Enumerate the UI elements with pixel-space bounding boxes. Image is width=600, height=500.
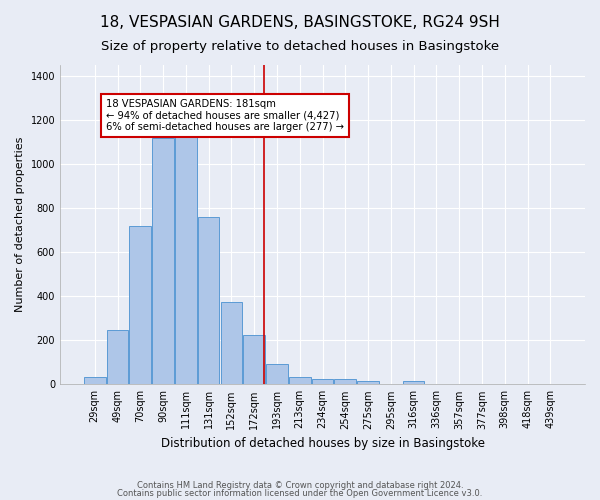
- Text: Size of property relative to detached houses in Basingstoke: Size of property relative to detached ho…: [101, 40, 499, 53]
- Text: 18 VESPASIAN GARDENS: 181sqm
← 94% of detached houses are smaller (4,427)
6% of : 18 VESPASIAN GARDENS: 181sqm ← 94% of de…: [106, 99, 344, 132]
- Bar: [266, 364, 288, 384]
- Bar: [334, 379, 356, 384]
- Text: 18, VESPASIAN GARDENS, BASINGSTOKE, RG24 9SH: 18, VESPASIAN GARDENS, BASINGSTOKE, RG24…: [100, 15, 500, 30]
- Bar: [198, 217, 220, 384]
- Text: Contains HM Land Registry data © Crown copyright and database right 2024.: Contains HM Land Registry data © Crown c…: [137, 480, 463, 490]
- Bar: [221, 302, 242, 384]
- Text: Contains public sector information licensed under the Open Government Licence v3: Contains public sector information licen…: [118, 489, 482, 498]
- Bar: [152, 138, 174, 384]
- Y-axis label: Number of detached properties: Number of detached properties: [15, 137, 25, 312]
- Bar: [130, 226, 151, 384]
- Bar: [403, 381, 424, 384]
- Bar: [357, 381, 379, 384]
- Bar: [312, 379, 334, 384]
- Bar: [175, 136, 197, 384]
- Bar: [289, 376, 311, 384]
- X-axis label: Distribution of detached houses by size in Basingstoke: Distribution of detached houses by size …: [161, 437, 485, 450]
- Bar: [244, 335, 265, 384]
- Bar: [107, 330, 128, 384]
- Bar: [84, 376, 106, 384]
